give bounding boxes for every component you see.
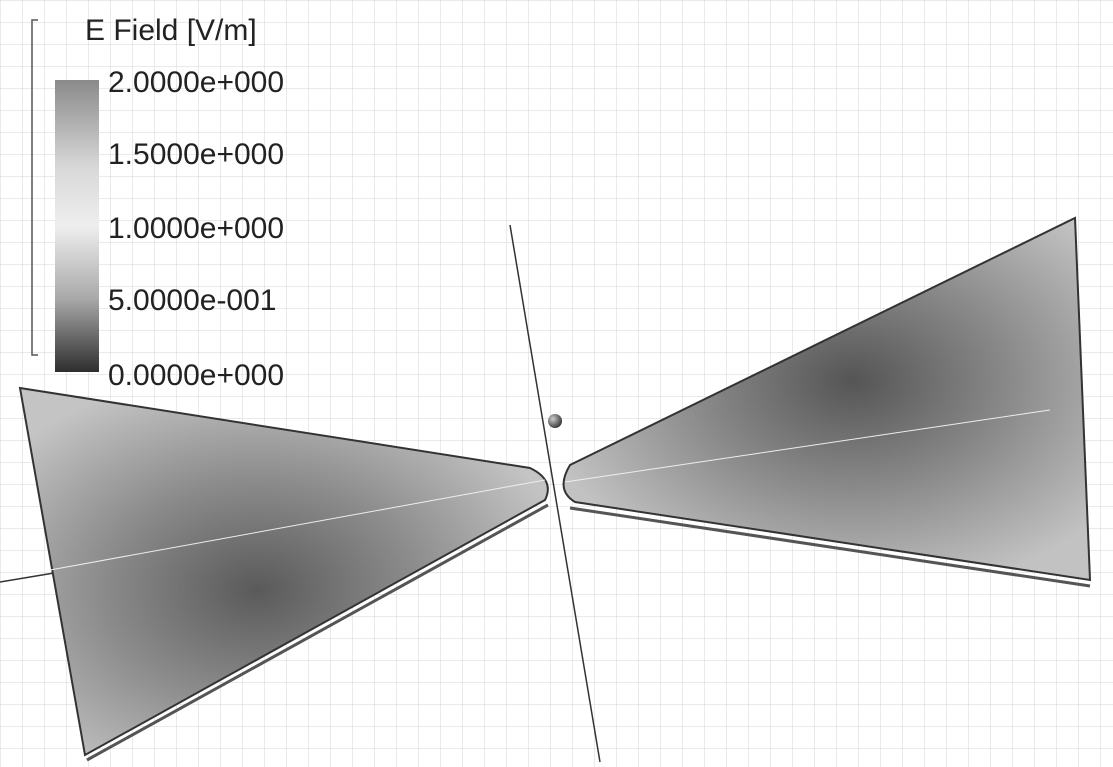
color-bar: [55, 80, 99, 372]
feed-point: [548, 414, 562, 428]
legend-label: 1.5000e+000: [108, 138, 284, 171]
page: E Field [V/m] 2.0000e+000 1.5000e+000 1.…: [0, 0, 1113, 767]
legend-label: 1.0000e+000: [108, 212, 284, 245]
legend-label: 2.0000e+000: [108, 66, 284, 99]
legend-label: 0.0000e+000: [108, 359, 284, 392]
legend-label: 5.0000e-001: [108, 284, 277, 317]
field-plot: E Field [V/m] 2.0000e+000 1.5000e+000 1.…: [0, 0, 1113, 767]
legend-title: E Field [V/m]: [85, 14, 257, 47]
